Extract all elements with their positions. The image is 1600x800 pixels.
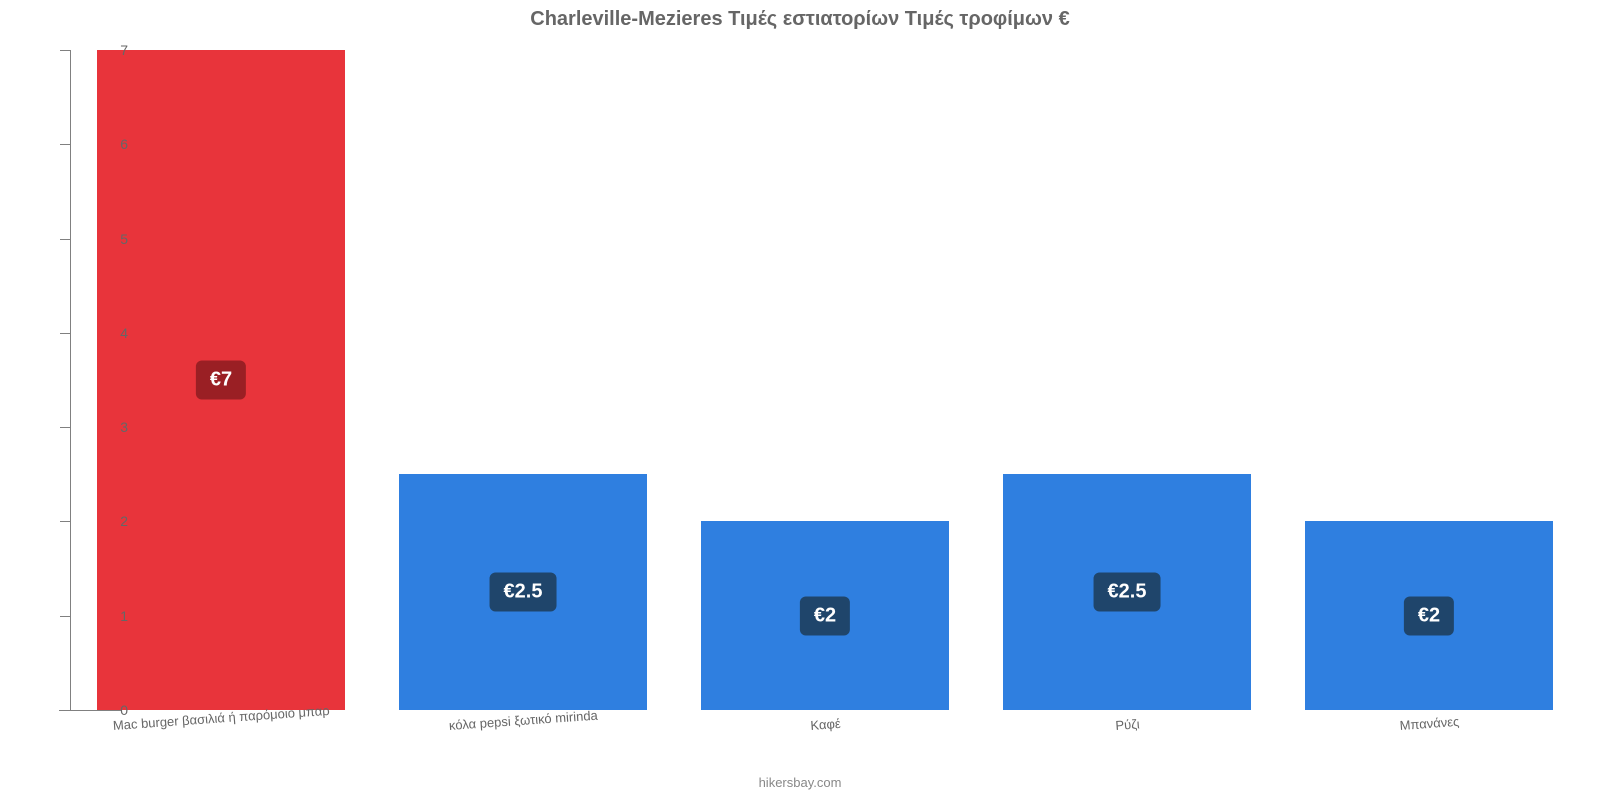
y-tick [60, 616, 70, 617]
value-badge: €7 [196, 361, 246, 400]
x-label-slot: Καφέ [674, 712, 976, 772]
plot-area: €7€2.5€2€2.5€2 01234567 [70, 50, 1580, 710]
bar-slot: €2 [674, 50, 976, 710]
y-tick-label: 1 [120, 608, 128, 624]
y-tick-label: 7 [120, 42, 128, 58]
x-label-slot: Μπανάνες [1278, 712, 1580, 772]
y-tick-label: 5 [120, 231, 128, 247]
y-tick [60, 333, 70, 334]
bar-slot: €2.5 [372, 50, 674, 710]
bar: €2 [701, 521, 949, 710]
y-tick [60, 239, 70, 240]
y-tick [60, 427, 70, 428]
y-tick-label: 6 [120, 136, 128, 152]
x-label-slot: κόλα pepsi ξωτικό mirinda [372, 712, 674, 772]
y-tick-label: 2 [120, 513, 128, 529]
y-tick [60, 144, 70, 145]
bar-slot: €7 [70, 50, 372, 710]
chart-title: Charleville-Mezieres Τιμές εστιατορίων Τ… [0, 8, 1600, 31]
chart-credit: hikersbay.com [0, 775, 1600, 790]
y-tick-label: 4 [120, 325, 128, 341]
x-axis-label: Καφέ [810, 716, 841, 733]
y-tick [60, 710, 70, 711]
bar: €7 [97, 50, 345, 710]
y-tick [60, 50, 70, 51]
value-badge: €2 [800, 596, 850, 635]
x-axis-label: Ρύζι [1115, 716, 1140, 733]
bar-slot: €2.5 [976, 50, 1278, 710]
x-label-slot: Ρύζι [976, 712, 1278, 772]
bar: €2 [1305, 521, 1553, 710]
bar-slot: €2 [1278, 50, 1580, 710]
value-badge: €2.5 [1094, 573, 1161, 612]
x-label-slot: Mac burger βασιλιά ή παρόμοιο μπαρ [70, 712, 372, 772]
y-tick-label: 3 [120, 419, 128, 435]
x-axis-labels: Mac burger βασιλιά ή παρόμοιο μπαρκόλα p… [70, 712, 1580, 772]
bars-container: €7 €2.5 €2 €2.5 €2 [70, 50, 1580, 710]
price-bar-chart: Charleville-Mezieres Τιμές εστιατορίων Τ… [0, 0, 1600, 800]
bar: €2.5 [399, 474, 647, 710]
value-badge: €2 [1404, 596, 1454, 635]
y-tick [60, 521, 70, 522]
value-badge: €2.5 [490, 573, 557, 612]
x-axis-label: Μπανάνες [1399, 714, 1460, 733]
bar: €2.5 [1003, 474, 1251, 710]
x-axis-label: κόλα pepsi ξωτικό mirinda [448, 708, 598, 733]
